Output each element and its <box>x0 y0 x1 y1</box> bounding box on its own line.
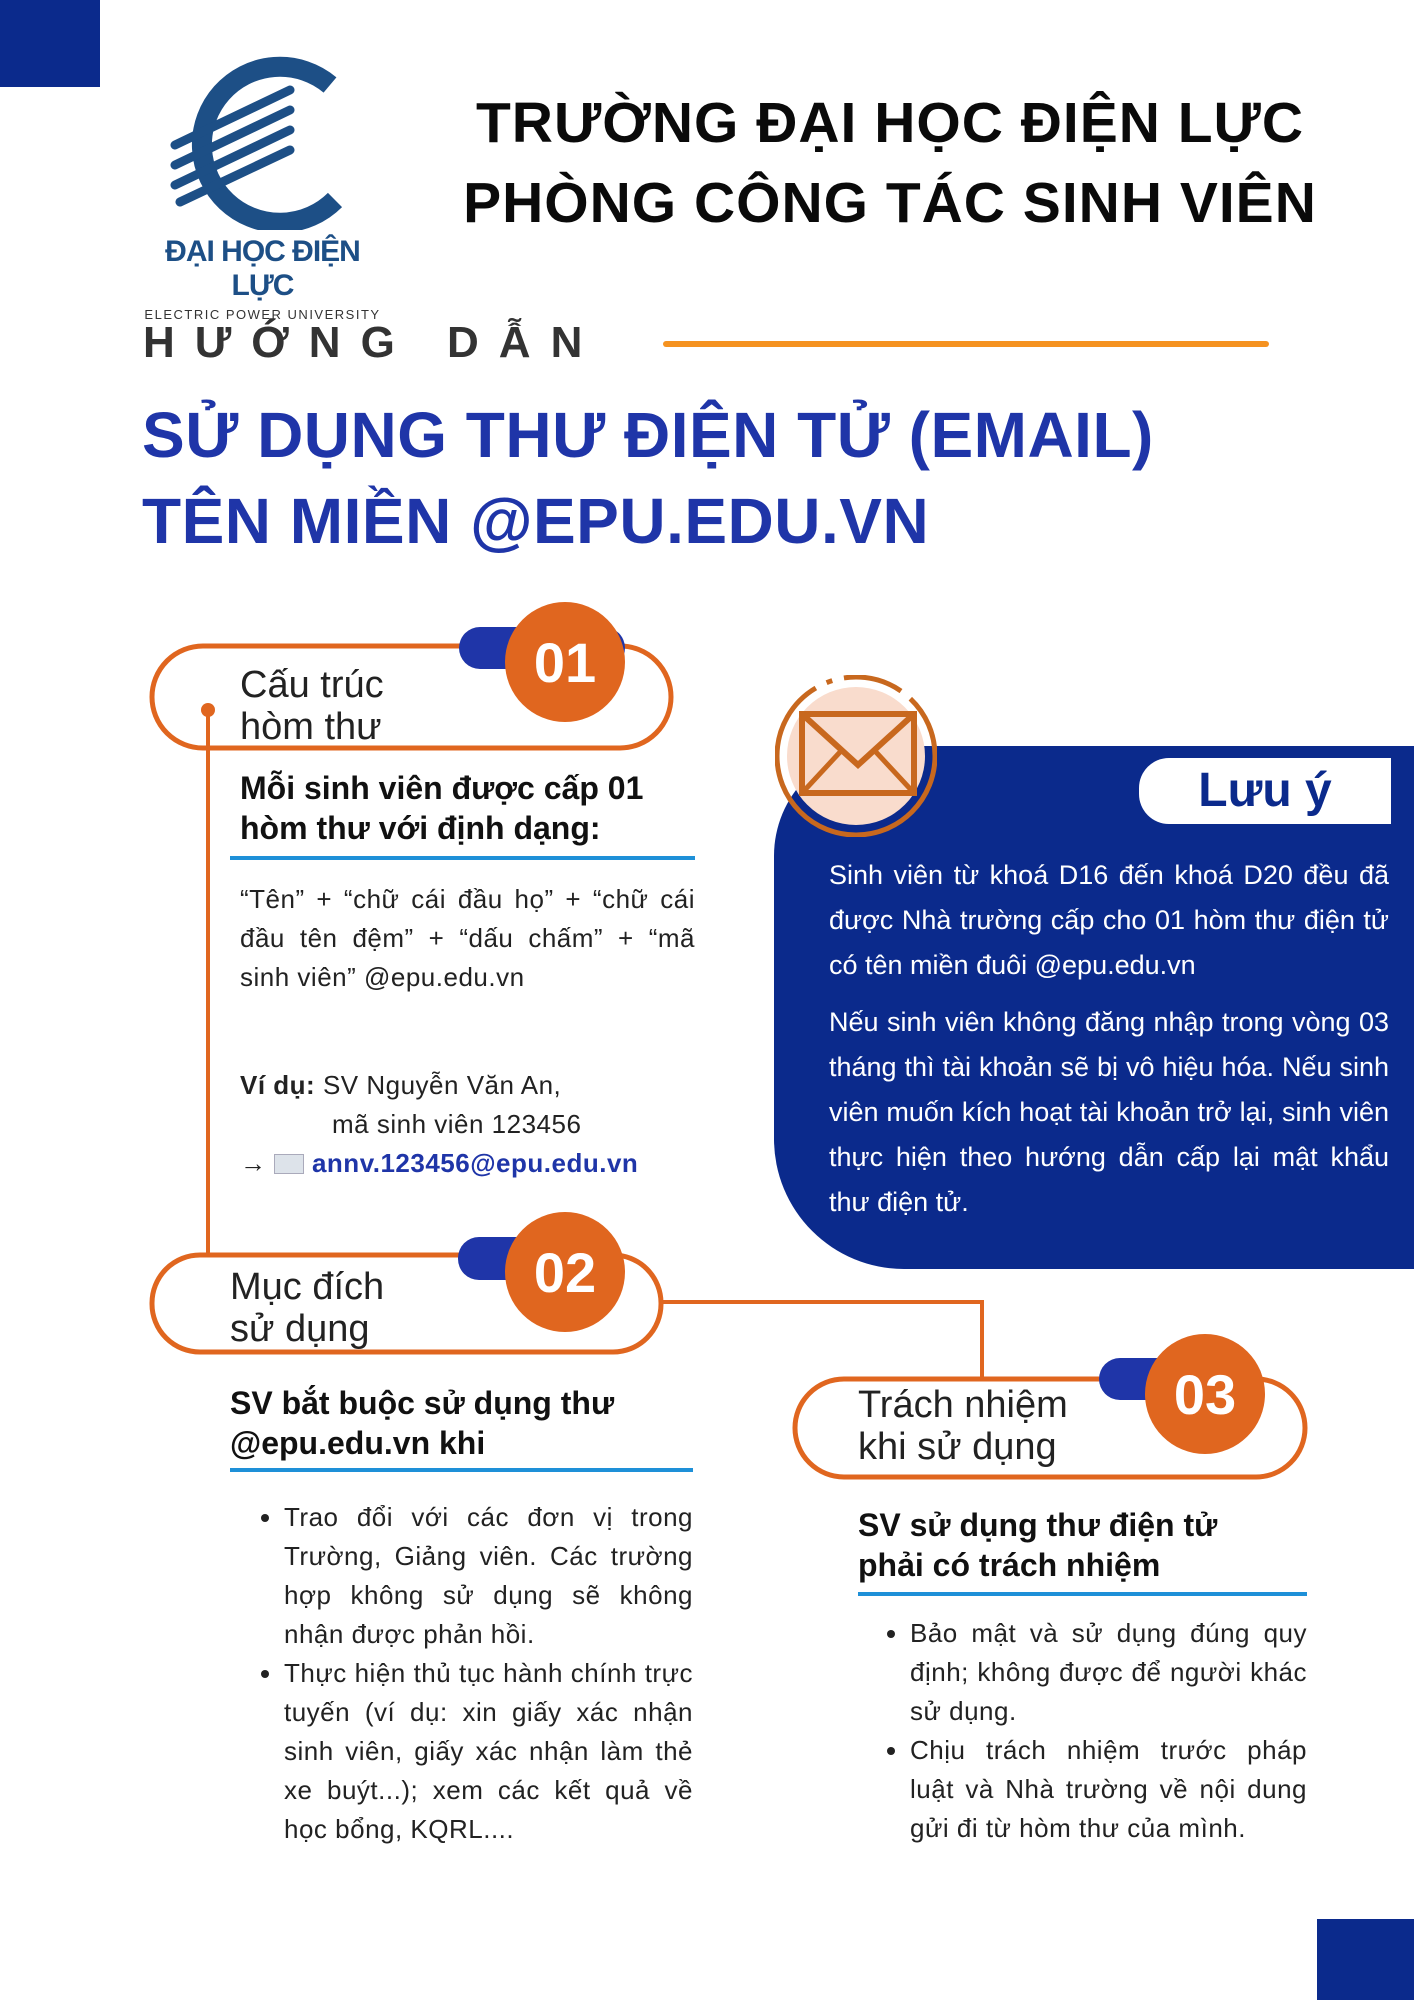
section1-heading: Mỗi sinh viên được cấp 01 hòm thư với đị… <box>240 770 644 846</box>
accent-line <box>663 341 1269 347</box>
example-label: Ví dụ: <box>240 1070 316 1100</box>
logo-emblem-icon <box>170 56 343 233</box>
section3-heading: SV sử dụng thư điện tử phải có trách nhi… <box>858 1507 1218 1583</box>
note-para1: Sinh viên từ khoá D16 đến khoá D20 đều đ… <box>829 860 1389 980</box>
section1-label-line1: Cấu trúc <box>240 664 384 706</box>
logo-name-en: ELECTRIC POWER UNIVERSITY <box>144 307 381 322</box>
section3-number: 03 <box>1173 1363 1237 1426</box>
section3-label-line2: khi sử dụng <box>858 1426 1057 1468</box>
note-title: Lưu ý <box>1198 764 1332 817</box>
logo-name-vi: ĐẠI HỌC ĐIỆN LỰC <box>165 235 361 302</box>
envelope-icon <box>774 674 938 838</box>
section3-bullets: Bảo mật và sử dụng đúng quy định; không … <box>858 1614 1307 1848</box>
envelope-icon <box>274 1154 305 1174</box>
example-line1: SV Nguyễn Văn An, <box>322 1070 562 1100</box>
section1-format: “Tên” + “chữ cái đầu họ” + “chữ cái đầu … <box>240 884 695 992</box>
arrow-icon: → <box>240 1148 267 1178</box>
corner-square-top-left <box>0 0 100 87</box>
section2-number: 02 <box>533 1241 597 1304</box>
section1-number: 01 <box>533 631 597 694</box>
list-item: Chịu trách nhiệm trước pháp luật và Nhà … <box>910 1731 1307 1848</box>
section2-label: Mục đích sử dụng <box>230 1266 384 1350</box>
list-item: Bảo mật và sử dụng đúng quy định; không … <box>910 1614 1307 1731</box>
section1-label-line2: hòm thư <box>240 706 382 748</box>
note-para2: Nếu sinh viên không đăng nhập trong vòng… <box>829 1007 1389 1217</box>
header-line2: PHÒNG CÔNG TÁC SINH VIÊN <box>463 171 1317 235</box>
section3-label-line1: Trách nhiệm <box>858 1384 1068 1426</box>
section2-label-line1: Mục đích <box>230 1266 385 1308</box>
section2-heading: SV bắt buộc sử dụng thư @epu.edu.vn khi <box>230 1385 615 1461</box>
corner-square-bottom-right <box>1317 1919 1414 2000</box>
example-line2: mã sinh viên 123456 <box>332 1109 582 1139</box>
section1-rule <box>230 856 695 860</box>
header-line1: TRƯỜNG ĐẠI HỌC ĐIỆN LỰC <box>475 91 1304 155</box>
list-item: Thực hiện thủ tục hành chính trực tuyến … <box>284 1654 693 1849</box>
section3-label: Trách nhiệm khi sử dụng <box>858 1384 1068 1468</box>
guide-label: HƯỚNG DẪN <box>143 318 603 367</box>
example-email: annv.123456@epu.edu.vn <box>311 1148 639 1178</box>
list-item: Trao đổi với các đơn vị trong Trường, Gi… <box>284 1498 693 1654</box>
section2-bullets: Trao đổi với các đơn vị trong Trường, Gi… <box>232 1498 693 1849</box>
section2-rule <box>230 1468 693 1472</box>
section2-label-line2: sử dụng <box>230 1308 370 1350</box>
section1-example: Ví dụ: SV Nguyễn Văn An, mã sinh viên 12… <box>240 1066 710 1183</box>
university-logo: ĐẠI HỌC ĐIỆN LỰC ELECTRIC POWER UNIVERSI… <box>140 50 385 322</box>
note-title-tab: Lưu ý <box>1139 758 1391 824</box>
section1-label: Cấu trúc hòm thư <box>240 664 384 748</box>
note-envelope-badge <box>774 674 938 838</box>
section3-rule <box>858 1592 1307 1596</box>
main-title-line1: SỬ DỤNG THƯ ĐIỆN TỬ (EMAIL) <box>142 399 1154 471</box>
main-title-line2: TÊN MIỀN @EPU.EDU.VN <box>142 485 930 557</box>
